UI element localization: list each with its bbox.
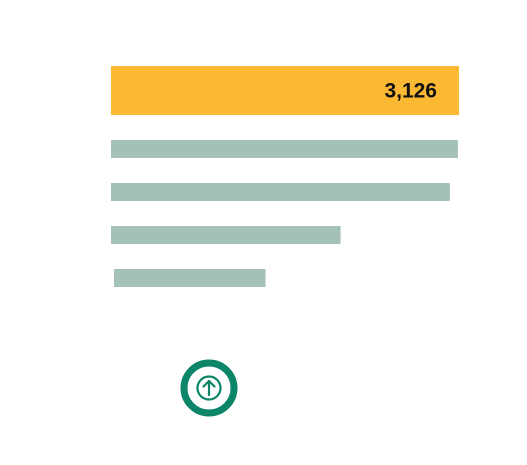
arrow-up-icon (196, 375, 222, 401)
bar-5 (114, 269, 266, 287)
scroll-up-button[interactable] (180, 359, 238, 417)
bar-2 (111, 140, 458, 158)
bar-3 (111, 183, 450, 201)
bar-highlighted (111, 66, 459, 115)
value-labels-group: 3,126 (384, 80, 437, 103)
bar-4 (111, 226, 341, 244)
bars-group (111, 66, 459, 287)
bar-value-label: 3,126 (384, 80, 437, 103)
